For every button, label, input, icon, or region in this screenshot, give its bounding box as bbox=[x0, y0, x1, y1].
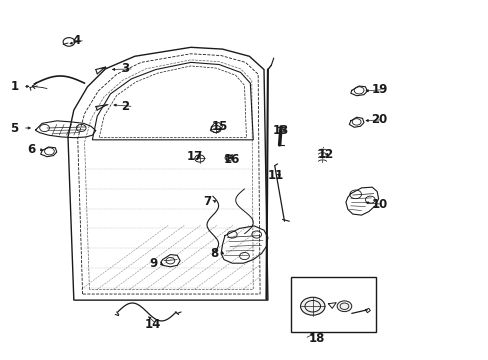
Text: 1: 1 bbox=[10, 80, 19, 93]
Text: 11: 11 bbox=[267, 169, 284, 182]
Text: 13: 13 bbox=[272, 124, 288, 137]
Text: 7: 7 bbox=[203, 195, 211, 208]
Text: 3: 3 bbox=[122, 62, 129, 75]
Circle shape bbox=[300, 297, 325, 315]
Text: 12: 12 bbox=[317, 148, 333, 161]
Text: 15: 15 bbox=[211, 121, 227, 134]
Circle shape bbox=[211, 126, 221, 133]
Text: 19: 19 bbox=[370, 83, 387, 96]
Text: 18: 18 bbox=[308, 332, 324, 345]
Text: 8: 8 bbox=[210, 247, 218, 260]
Text: 17: 17 bbox=[186, 150, 203, 163]
Text: 16: 16 bbox=[224, 153, 240, 166]
Circle shape bbox=[336, 301, 351, 312]
Text: 4: 4 bbox=[73, 33, 81, 47]
Text: 6: 6 bbox=[27, 143, 36, 156]
Text: 10: 10 bbox=[370, 198, 386, 211]
Text: 2: 2 bbox=[122, 100, 129, 113]
Text: 9: 9 bbox=[149, 257, 157, 270]
Text: 5: 5 bbox=[10, 122, 19, 135]
Text: 14: 14 bbox=[144, 318, 161, 331]
Text: 20: 20 bbox=[370, 113, 386, 126]
